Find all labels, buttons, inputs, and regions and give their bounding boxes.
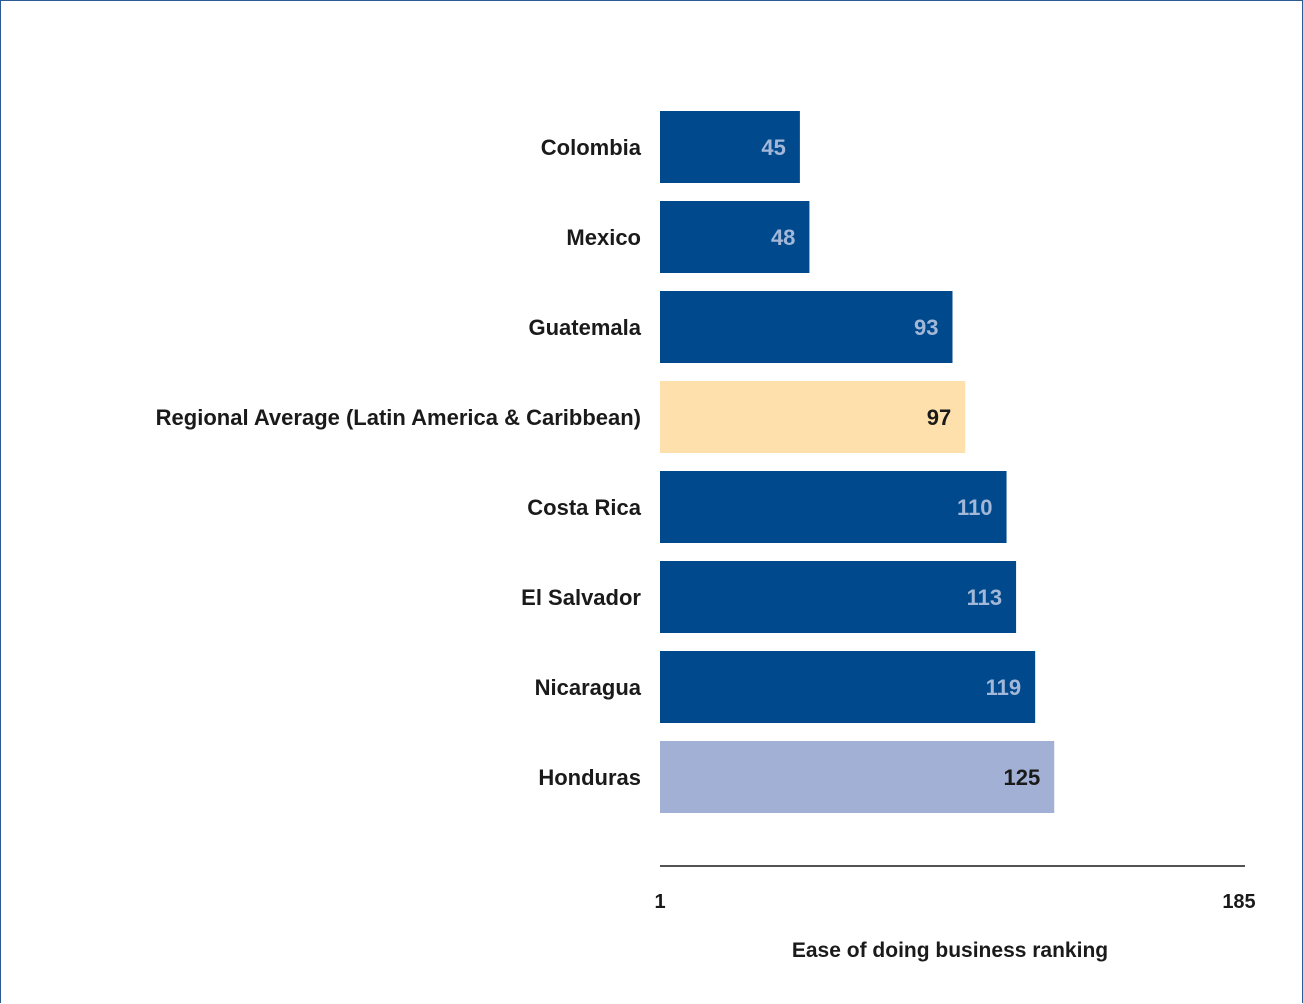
bar [660,651,1036,723]
category-label: Nicaragua [535,675,642,700]
data-label: 125 [1004,765,1041,790]
bar [660,741,1055,813]
category-label: Honduras [538,765,641,790]
data-label: 48 [771,225,795,250]
category-label: Colombia [541,135,642,160]
x-axis-title: Ease of doing business ranking [792,939,1108,962]
category-label: Costa Rica [527,495,641,520]
data-label: 45 [761,135,785,160]
data-label: 119 [986,675,1022,700]
data-label: 97 [927,405,951,430]
bar [660,291,953,363]
category-label: Mexico [566,225,641,250]
bar [660,471,1007,543]
category-label: Regional Average (Latin America & Caribb… [156,405,641,430]
category-label: Guatemala [529,315,642,340]
data-label: 113 [967,585,1003,610]
bar [660,111,800,183]
data-label: 93 [914,315,938,340]
bar [660,201,810,273]
category-label: El Salvador [521,585,641,610]
data-label: 110 [957,495,993,520]
x-tick-label: 185 [1222,891,1255,913]
bar [660,381,966,453]
x-tick-label: 1 [654,891,665,913]
bar [660,561,1017,633]
